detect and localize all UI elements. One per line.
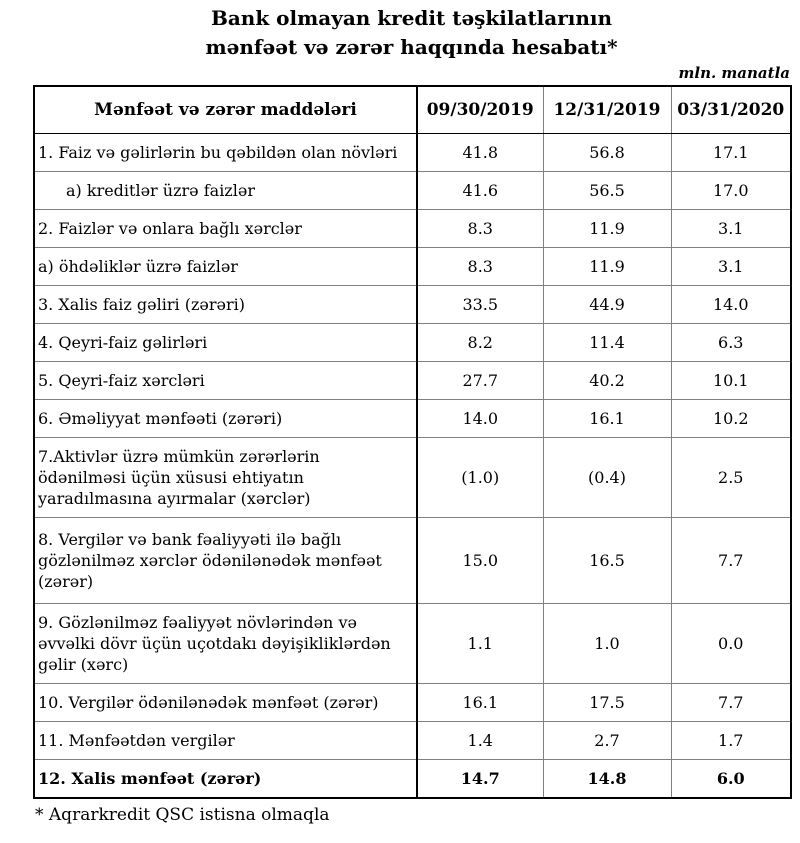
cell-value: 14.8 — [542, 759, 672, 799]
cell-value: 1.7 — [670, 721, 792, 760]
cell-value: 11.4 — [542, 323, 672, 362]
cell-value: (0.4) — [542, 437, 672, 518]
table-row: 3. Xalis faiz gəliri (zərəri) 33.5 44.9 … — [33, 285, 792, 324]
cell-value: 16.1 — [542, 399, 672, 438]
cell-value: 41.8 — [416, 133, 544, 172]
row-label: 7.Aktivlər üzrə mümkün zərərlərin ödənil… — [33, 437, 418, 518]
column-header-items: Mənfəət və zərər maddələri — [33, 85, 418, 134]
table-row: 2. Faizlər və onlara bağlı xərclər 8.3 1… — [33, 209, 792, 248]
table-row: 9. Gözlənilməz fəaliyyət növlərindən və … — [33, 603, 792, 684]
profit-loss-table: Mənfəət və zərər maddələri 09/30/2019 12… — [33, 85, 792, 799]
row-label: 12. Xalis mənfəət (zərər) — [33, 759, 418, 799]
unit-note: mln. manatla — [678, 64, 790, 82]
table-row: 4. Qeyri-faiz gəlirləri 8.2 11.4 6.3 — [33, 323, 792, 362]
table-row: 1. Faiz və gəlirlərin bu qəbildən olan n… — [33, 133, 792, 172]
cell-value: 11.9 — [542, 247, 672, 286]
cell-value: 17.5 — [542, 683, 672, 722]
cell-value: 1.4 — [416, 721, 544, 760]
row-label: 10. Vergilər ödənilənədək mənfəət (zərər… — [33, 683, 418, 722]
row-label: 5. Qeyri-faiz xərcləri — [33, 361, 418, 400]
row-label: a) kreditlər üzrə faizlər — [33, 171, 418, 210]
cell-value: 56.8 — [542, 133, 672, 172]
row-label: 9. Gözlənilməz fəaliyyət növlərindən və … — [33, 603, 418, 684]
row-label: 3. Xalis faiz gəliri (zərəri) — [33, 285, 418, 324]
cell-value: 16.1 — [416, 683, 544, 722]
row-label: 6. Əməliyyat mənfəəti (zərəri) — [33, 399, 418, 438]
row-label: a) öhdəliklər üzrə faizlər — [33, 247, 418, 286]
table-row-total: 12. Xalis mənfəət (zərər) 14.7 14.8 6.0 — [33, 759, 792, 799]
cell-value: 1.1 — [416, 603, 544, 684]
cell-value: 2.7 — [542, 721, 672, 760]
row-label: 11. Mənfəətdən vergilər — [33, 721, 418, 760]
cell-value: 17.1 — [670, 133, 792, 172]
table-row: a) öhdəliklər üzrə faizlər 8.3 11.9 3.1 — [33, 247, 792, 286]
cell-value: (1.0) — [416, 437, 544, 518]
cell-value: 6.3 — [670, 323, 792, 362]
table-row: 7.Aktivlər üzrə mümkün zərərlərin ödənil… — [33, 437, 792, 518]
cell-value: 40.2 — [542, 361, 672, 400]
cell-value: 6.0 — [670, 759, 792, 799]
row-label: 2. Faizlər və onlara bağlı xərclər — [33, 209, 418, 248]
cell-value: 44.9 — [542, 285, 672, 324]
cell-value: 3.1 — [670, 209, 792, 248]
cell-value: 14.7 — [416, 759, 544, 799]
cell-value: 56.5 — [542, 171, 672, 210]
cell-value: 10.1 — [670, 361, 792, 400]
table-row: 8. Vergilər və bank fəaliyyəti ilə bağlı… — [33, 517, 792, 604]
column-header-date1: 09/30/2019 — [416, 85, 544, 134]
cell-value: 15.0 — [416, 517, 544, 604]
cell-value: 14.0 — [670, 285, 792, 324]
cell-value: 17.0 — [670, 171, 792, 210]
table-row: 10. Vergilər ödənilənədək mənfəət (zərər… — [33, 683, 792, 722]
cell-value: 27.7 — [416, 361, 544, 400]
row-label: 8. Vergilər və bank fəaliyyəti ilə bağlı… — [33, 517, 418, 604]
cell-value: 8.3 — [416, 209, 544, 248]
footnote: * Aqrarkredit QSC istisna olmaqla — [35, 805, 330, 825]
column-header-date2: 12/31/2019 — [542, 85, 672, 134]
row-label: 1. Faiz və gəlirlərin bu qəbildən olan n… — [33, 133, 418, 172]
cell-value: 8.2 — [416, 323, 544, 362]
cell-value: 0.0 — [670, 603, 792, 684]
cell-value: 33.5 — [416, 285, 544, 324]
page-title-line2: mənfəət və zərər haqqında hesabatı* — [205, 35, 618, 59]
cell-value: 10.2 — [670, 399, 792, 438]
cell-value: 8.3 — [416, 247, 544, 286]
table-row: 6. Əməliyyat mənfəəti (zərəri) 14.0 16.1… — [33, 399, 792, 438]
cell-value: 3.1 — [670, 247, 792, 286]
column-header-date3: 03/31/2020 — [670, 85, 792, 134]
cell-value: 41.6 — [416, 171, 544, 210]
cell-value: 7.7 — [670, 517, 792, 604]
row-label: 4. Qeyri-faiz gəlirləri — [33, 323, 418, 362]
header-row: Mənfəət və zərər maddələri 09/30/2019 12… — [33, 85, 792, 134]
cell-value: 1.0 — [542, 603, 672, 684]
cell-value: 11.9 — [542, 209, 672, 248]
cell-value: 14.0 — [416, 399, 544, 438]
table-row: 5. Qeyri-faiz xərcləri 27.7 40.2 10.1 — [33, 361, 792, 400]
cell-value: 2.5 — [670, 437, 792, 518]
cell-value: 7.7 — [670, 683, 792, 722]
page-title: Bank olmayan kredit təşkilatlarının mənf… — [33, 4, 790, 62]
table-row: a) kreditlər üzrə faizlər 41.6 56.5 17.0 — [33, 171, 792, 210]
table-row: 11. Mənfəətdən vergilər 1.4 2.7 1.7 — [33, 721, 792, 760]
cell-value: 16.5 — [542, 517, 672, 604]
page-title-line1: Bank olmayan kredit təşkilatlarının — [210, 6, 613, 30]
